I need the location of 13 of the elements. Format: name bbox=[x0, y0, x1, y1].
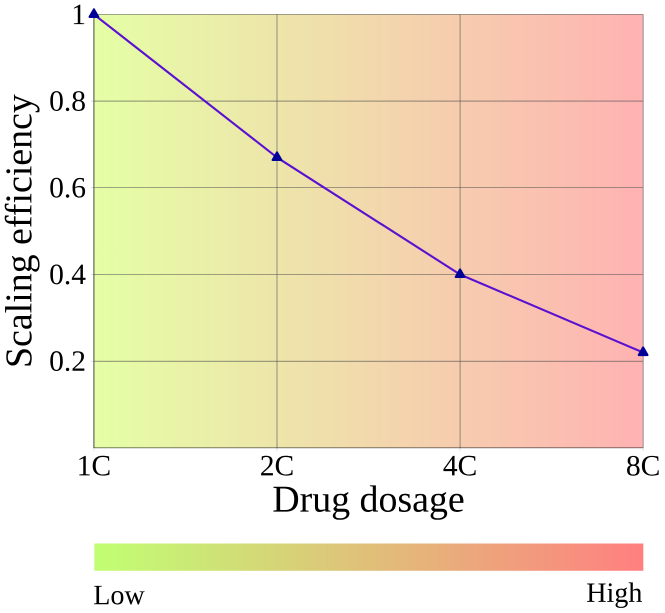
y-tick-label: 0.8 bbox=[50, 91, 85, 112]
x-axis-title: Drug dosage bbox=[273, 486, 464, 520]
x-tick-label: 4C bbox=[443, 456, 476, 476]
x-tick-label: 1C bbox=[79, 456, 110, 476]
y-tick-label: 0.4 bbox=[50, 264, 86, 285]
text: Low bbox=[94, 586, 145, 605]
text: High bbox=[587, 582, 642, 608]
x-tick-label: 2C bbox=[261, 456, 293, 476]
y-tick-label: 0.6 bbox=[50, 178, 86, 198]
y-tick-label: 1 bbox=[74, 4, 84, 24]
x-tick-label: 8C bbox=[627, 456, 659, 476]
y-tick-label: 0.2 bbox=[50, 351, 84, 372]
y-axis-title: Scaling efficiency bbox=[4, 94, 40, 366]
